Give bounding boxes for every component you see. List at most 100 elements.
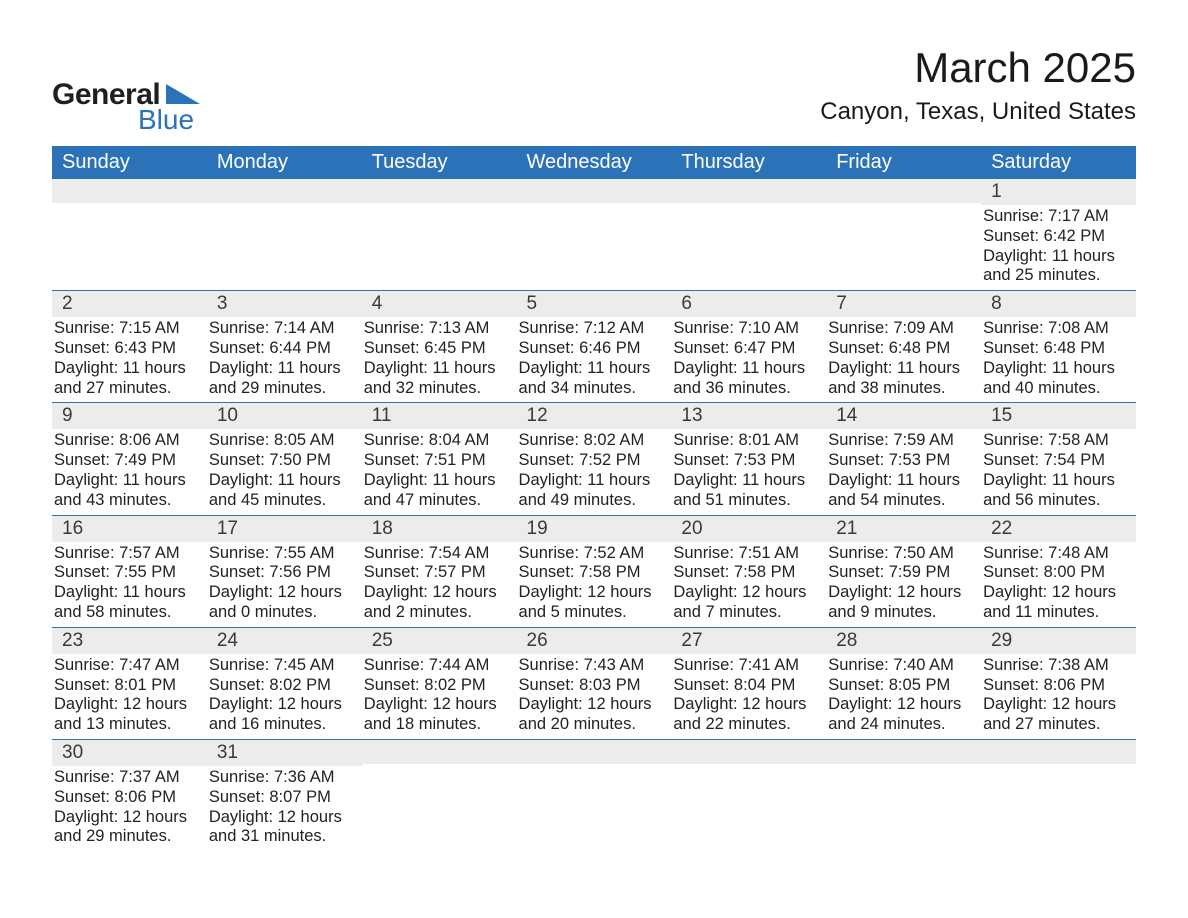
day-number: 26	[517, 628, 672, 654]
day-number	[362, 740, 517, 764]
calendar-day-cell: 24Sunrise: 7:45 AMSunset: 8:02 PMDayligh…	[207, 627, 362, 739]
day-content: Sunrise: 8:05 AMSunset: 7:50 PMDaylight:…	[207, 429, 362, 514]
calendar-day-cell: 11Sunrise: 8:04 AMSunset: 7:51 PMDayligh…	[362, 403, 517, 515]
calendar-day-cell	[517, 739, 672, 851]
daylight1-text: Daylight: 11 hours	[54, 471, 205, 491]
daylight2-text: and 58 minutes.	[54, 603, 205, 623]
daylight1-text: Daylight: 11 hours	[828, 471, 979, 491]
calendar-day-cell	[362, 179, 517, 291]
day-number: 10	[207, 403, 362, 429]
calendar-day-cell: 25Sunrise: 7:44 AMSunset: 8:02 PMDayligh…	[362, 627, 517, 739]
sunrise-text: Sunrise: 7:58 AM	[983, 431, 1134, 451]
sunset-text: Sunset: 7:49 PM	[54, 451, 205, 471]
calendar-day-cell	[826, 179, 981, 291]
day-number: 20	[671, 516, 826, 542]
calendar-day-cell: 13Sunrise: 8:01 AMSunset: 7:53 PMDayligh…	[671, 403, 826, 515]
sunset-text: Sunset: 7:54 PM	[983, 451, 1134, 471]
sunrise-text: Sunrise: 8:04 AM	[364, 431, 515, 451]
calendar-day-cell: 4Sunrise: 7:13 AMSunset: 6:45 PMDaylight…	[362, 291, 517, 403]
daylight1-text: Daylight: 12 hours	[673, 695, 824, 715]
sunset-text: Sunset: 8:02 PM	[364, 676, 515, 696]
day-number	[826, 179, 981, 203]
sunset-text: Sunset: 7:52 PM	[519, 451, 670, 471]
weekday-header: Thursday	[671, 146, 826, 179]
day-number: 18	[362, 516, 517, 542]
sunrise-text: Sunrise: 7:15 AM	[54, 319, 205, 339]
sunrise-text: Sunrise: 7:59 AM	[828, 431, 979, 451]
day-number: 28	[826, 628, 981, 654]
sunrise-text: Sunrise: 7:47 AM	[54, 656, 205, 676]
day-content: Sunrise: 7:54 AMSunset: 7:57 PMDaylight:…	[362, 542, 517, 627]
day-content: Sunrise: 7:17 AMSunset: 6:42 PMDaylight:…	[981, 205, 1136, 290]
day-content: Sunrise: 7:43 AMSunset: 8:03 PMDaylight:…	[517, 654, 672, 739]
day-content	[517, 203, 672, 281]
calendar-day-cell: 8Sunrise: 7:08 AMSunset: 6:48 PMDaylight…	[981, 291, 1136, 403]
day-content: Sunrise: 7:36 AMSunset: 8:07 PMDaylight:…	[207, 766, 362, 851]
daylight2-text: and 25 minutes.	[983, 266, 1134, 286]
daylight2-text: and 49 minutes.	[519, 491, 670, 511]
calendar-week-row: 30Sunrise: 7:37 AMSunset: 8:06 PMDayligh…	[52, 739, 1136, 851]
daylight2-text: and 0 minutes.	[209, 603, 360, 623]
weekday-header: Friday	[826, 146, 981, 179]
daylight1-text: Daylight: 12 hours	[983, 583, 1134, 603]
calendar-week-row: 9Sunrise: 8:06 AMSunset: 7:49 PMDaylight…	[52, 403, 1136, 515]
daylight1-text: Daylight: 12 hours	[519, 695, 670, 715]
sunrise-text: Sunrise: 8:06 AM	[54, 431, 205, 451]
day-content: Sunrise: 7:13 AMSunset: 6:45 PMDaylight:…	[362, 317, 517, 402]
daylight1-text: Daylight: 12 hours	[519, 583, 670, 603]
daylight1-text: Daylight: 11 hours	[54, 359, 205, 379]
day-content: Sunrise: 7:58 AMSunset: 7:54 PMDaylight:…	[981, 429, 1136, 514]
sunset-text: Sunset: 8:06 PM	[54, 788, 205, 808]
weekday-header: Tuesday	[362, 146, 517, 179]
day-number: 29	[981, 628, 1136, 654]
sunset-text: Sunset: 6:44 PM	[209, 339, 360, 359]
calendar-day-cell: 26Sunrise: 7:43 AMSunset: 8:03 PMDayligh…	[517, 627, 672, 739]
day-content: Sunrise: 7:48 AMSunset: 8:00 PMDaylight:…	[981, 542, 1136, 627]
day-number	[981, 740, 1136, 764]
calendar-day-cell: 21Sunrise: 7:50 AMSunset: 7:59 PMDayligh…	[826, 515, 981, 627]
day-content	[826, 203, 981, 281]
sunset-text: Sunset: 6:45 PM	[364, 339, 515, 359]
day-content	[517, 764, 672, 842]
daylight2-text: and 11 minutes.	[983, 603, 1134, 623]
daylight2-text: and 2 minutes.	[364, 603, 515, 623]
title-block: March 2025 Canyon, Texas, United States	[820, 44, 1136, 136]
day-content	[362, 764, 517, 842]
sunset-text: Sunset: 6:43 PM	[54, 339, 205, 359]
daylight2-text: and 20 minutes.	[519, 715, 670, 735]
daylight2-text: and 36 minutes.	[673, 379, 824, 399]
day-number: 31	[207, 740, 362, 766]
calendar-day-cell	[362, 739, 517, 851]
calendar-day-cell: 2Sunrise: 7:15 AMSunset: 6:43 PMDaylight…	[52, 291, 207, 403]
sunset-text: Sunset: 8:03 PM	[519, 676, 670, 696]
calendar-day-cell	[671, 179, 826, 291]
sunrise-text: Sunrise: 7:10 AM	[673, 319, 824, 339]
sunset-text: Sunset: 6:46 PM	[519, 339, 670, 359]
daylight2-text: and 29 minutes.	[54, 827, 205, 847]
header: General Blue March 2025 Canyon, Texas, U…	[52, 44, 1136, 136]
calendar-day-cell: 28Sunrise: 7:40 AMSunset: 8:05 PMDayligh…	[826, 627, 981, 739]
sunset-text: Sunset: 6:48 PM	[828, 339, 979, 359]
weekday-header: Saturday	[981, 146, 1136, 179]
weekday-header: Monday	[207, 146, 362, 179]
day-number: 12	[517, 403, 672, 429]
day-content: Sunrise: 8:06 AMSunset: 7:49 PMDaylight:…	[52, 429, 207, 514]
day-content: Sunrise: 7:44 AMSunset: 8:02 PMDaylight:…	[362, 654, 517, 739]
sunrise-text: Sunrise: 7:36 AM	[209, 768, 360, 788]
calendar-week-row: 1Sunrise: 7:17 AMSunset: 6:42 PMDaylight…	[52, 179, 1136, 291]
daylight2-text: and 43 minutes.	[54, 491, 205, 511]
sunrise-text: Sunrise: 7:38 AM	[983, 656, 1134, 676]
day-content: Sunrise: 7:52 AMSunset: 7:58 PMDaylight:…	[517, 542, 672, 627]
daylight2-text: and 16 minutes.	[209, 715, 360, 735]
day-content: Sunrise: 7:37 AMSunset: 8:06 PMDaylight:…	[52, 766, 207, 851]
sunrise-text: Sunrise: 7:09 AM	[828, 319, 979, 339]
day-number	[517, 740, 672, 764]
sunrise-text: Sunrise: 7:54 AM	[364, 544, 515, 564]
daylight1-text: Daylight: 11 hours	[673, 359, 824, 379]
daylight1-text: Daylight: 12 hours	[983, 695, 1134, 715]
calendar-day-cell	[52, 179, 207, 291]
sunrise-text: Sunrise: 7:51 AM	[673, 544, 824, 564]
daylight2-text: and 56 minutes.	[983, 491, 1134, 511]
day-number: 7	[826, 291, 981, 317]
daylight2-text: and 40 minutes.	[983, 379, 1134, 399]
